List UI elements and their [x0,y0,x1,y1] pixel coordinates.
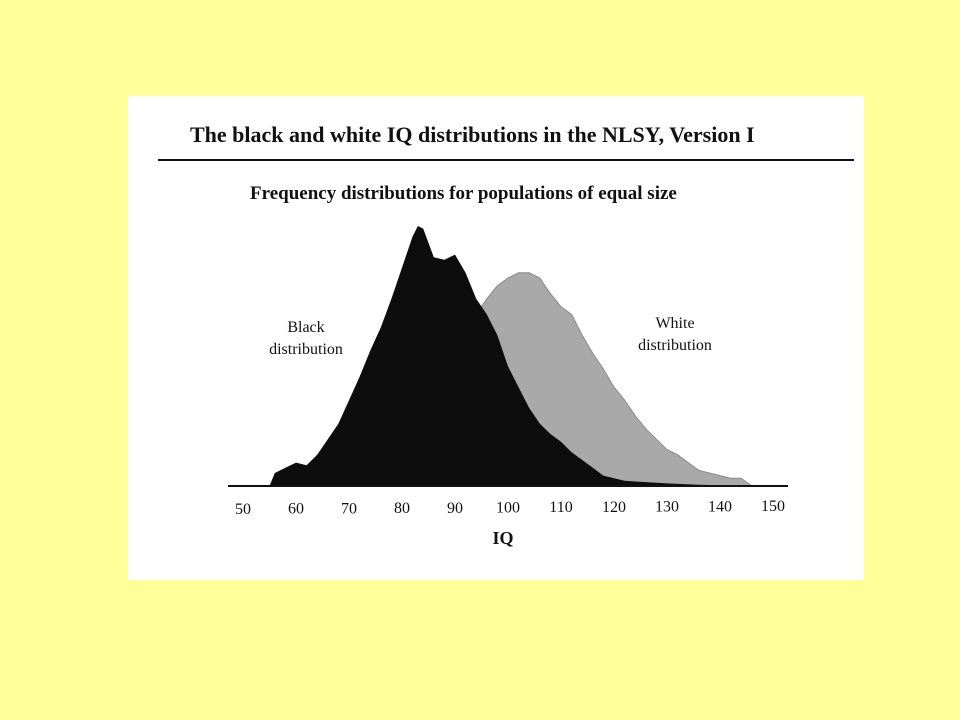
chart-card: The black and white IQ distributions in … [128,96,864,580]
x-tick-label: 100 [496,500,520,517]
x-tick-label: 80 [394,500,410,517]
x-tick-label: 130 [655,499,679,516]
x-tick-labels: 50 60 70 80 90 100 110 120 130 140 150 [235,498,785,518]
iq-distribution-plot: 50 60 70 80 90 100 110 120 130 140 150 Black distri… [228,226,788,548]
x-tick-label: 70 [341,500,357,517]
x-tick-label: 110 [549,499,572,516]
chart-subtitle: Frequency distributions for populations … [250,183,677,204]
black-series-label: Black distribution [269,319,343,358]
chart-title: The black and white IQ distributions in … [190,122,755,147]
black-area-layer [269,226,747,486]
x-tick-label: 50 [235,501,251,518]
title-rule [158,159,854,161]
x-tick-label: 140 [708,498,732,515]
x-tick-label: 90 [447,500,463,517]
x-tick-label: 120 [602,499,626,516]
x-tick-label: 60 [288,501,304,518]
black-distribution-area [269,226,747,486]
x-axis-label: IQ [492,528,513,548]
x-tick-label: 150 [761,498,785,515]
white-series-label: White distribution [638,315,712,354]
